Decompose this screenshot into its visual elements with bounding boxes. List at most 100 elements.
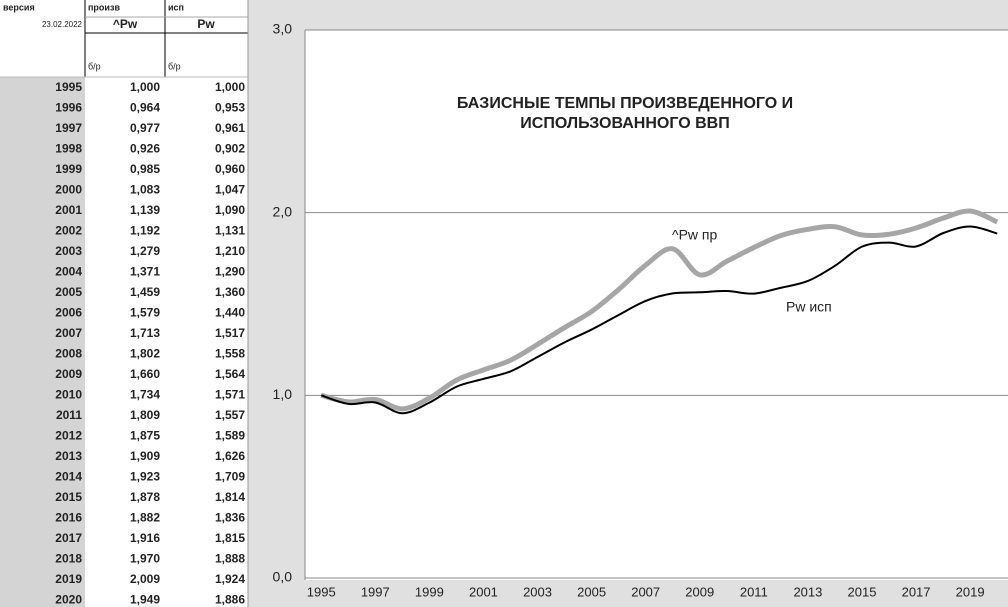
table-cell: 2018 [55,552,82,566]
table-cell: 2010 [55,388,82,402]
table-cell: 1,626 [215,449,245,463]
table-cell: 1,589 [215,429,245,443]
table-cell: 2007 [55,326,82,340]
header-cell: б/р [88,61,101,71]
table-cell: 2006 [55,306,82,320]
table-cell: 2020 [55,593,82,607]
table-cell: 1,888 [215,552,245,566]
table-cell: 1,083 [130,183,160,197]
table-cell: 1,517 [215,326,245,340]
header-cell: произв [88,2,120,12]
table-cell: 1,440 [215,306,245,320]
x-tick-label: 2015 [848,584,877,599]
y-tick-label: 1,0 [273,386,293,402]
table-cell: 1,815 [215,531,245,545]
table-cell: 1,192 [130,224,160,238]
header-cell: версия [3,2,35,12]
table-cell: 1,814 [215,490,245,504]
table-cell: 2017 [55,531,82,545]
chart-title: ИСПОЛЬЗОВАННОГО ВВП [520,115,729,132]
table-cell: 2009 [55,367,82,381]
table-cell: 1,557 [215,408,245,422]
table-cell: 0,977 [130,121,160,135]
table-cell: 2016 [55,511,82,525]
x-tick-label: 2009 [685,584,714,599]
table-cell: 2015 [55,490,82,504]
table-cell: 0,961 [215,121,245,135]
table-cell: 1,886 [215,593,245,607]
table-cell: 1,579 [130,306,160,320]
table-cell: 2008 [55,347,82,361]
header-cell: Pw [197,17,215,31]
table-cell: 1,459 [130,285,160,299]
table-cell: 1,279 [130,244,160,258]
table-cell: 2000 [55,183,82,197]
table-cell: 1,713 [130,326,160,340]
table-cell: 2003 [55,244,82,258]
table-cell: 1,558 [215,347,245,361]
table-cell: 0,902 [215,142,245,156]
table-cell: 0,985 [130,162,160,176]
table-cell: 1,802 [130,347,160,361]
table-cell: 2019 [55,572,82,586]
table-cell: 2002 [55,224,82,238]
table-cell: 1999 [55,162,82,176]
x-tick-label: 2013 [793,584,822,599]
series-line [320,225,998,415]
x-tick-label: 1995 [307,584,336,599]
table-cell: 1,709 [215,470,245,484]
table-cell: 1,000 [215,80,245,94]
header-cell: 23.02.2022 [42,20,83,29]
table-cell: 1,360 [215,285,245,299]
table-cell: 1,916 [130,531,160,545]
header-cell: ^Pw [113,17,138,31]
table-cell: 0,926 [130,142,160,156]
table-cell: 2012 [55,429,82,443]
x-tick-label: 2019 [956,584,985,599]
table-cell: 1,809 [130,408,160,422]
table-cell: 1,047 [215,183,245,197]
header-cell: б/р [168,61,181,71]
table-cell: 1997 [55,121,82,135]
table-cell: 1,878 [130,490,160,504]
table-cell: 1,875 [130,429,160,443]
table-cell: 0,960 [215,162,245,176]
table-cell: 1996 [55,101,82,115]
table-cell: 1,210 [215,244,245,258]
table-cell: 1,882 [130,511,160,525]
table-cell: 1,924 [215,572,245,586]
table-cell: 0,964 [130,101,160,115]
series-label: Pw исп [786,299,832,315]
table-cell: 1,949 [130,593,160,607]
table-cell: 1,371 [130,265,160,279]
table-cell: 1,734 [130,388,160,402]
table-cell: 1,139 [130,203,160,217]
table-cell: 2004 [55,265,82,279]
table-cell: 1,923 [130,470,160,484]
x-tick-label: 2001 [469,584,498,599]
x-tick-label: 1999 [415,584,444,599]
table-cell: 1,131 [215,224,245,238]
table-cell: 1,290 [215,265,245,279]
table-cell: 1,571 [215,388,245,402]
x-tick-label: 2011 [740,584,768,599]
y-tick-label: 0,0 [273,569,293,585]
table-cell: 2001 [55,203,82,217]
table-cell: 2014 [55,470,82,484]
y-tick-label: 2,0 [273,203,293,219]
table-cell: 1,909 [130,449,160,463]
y-tick-label: 3,0 [273,21,293,37]
plot-area [305,30,1008,580]
table-cell: 2013 [55,449,82,463]
x-tick-label: 2003 [523,584,552,599]
table-cell: 2005 [55,285,82,299]
table-cell: 1998 [55,142,82,156]
table-cell: 1995 [55,80,82,94]
series-label: ^Pw пр [672,227,717,243]
chart-title: БАЗИСНЫЕ ТЕМПЫ ПРОИЗВЕДЕННОГО И [457,95,793,112]
header-cell: исп [168,2,184,12]
table-cell: 1,970 [130,552,160,566]
x-tick-label: 2007 [631,584,660,599]
